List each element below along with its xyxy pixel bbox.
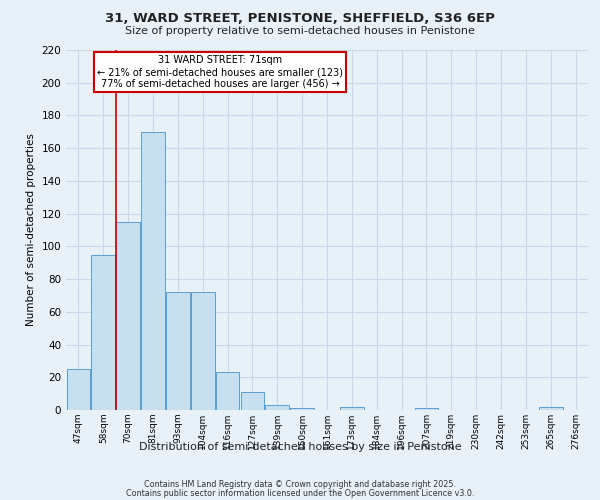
Bar [166,292,190,410]
Bar [116,222,140,410]
Bar [290,408,314,410]
Text: 31, WARD STREET, PENISTONE, SHEFFIELD, S36 6EP: 31, WARD STREET, PENISTONE, SHEFFIELD, S… [105,12,495,26]
Text: Size of property relative to semi-detached houses in Penistone: Size of property relative to semi-detach… [125,26,475,36]
Bar [141,132,165,410]
Bar [191,292,215,410]
Text: 31 WARD STREET: 71sqm
← 21% of semi-detached houses are smaller (123)
77% of sem: 31 WARD STREET: 71sqm ← 21% of semi-deta… [97,56,343,88]
Bar [539,406,563,410]
Bar [340,406,364,410]
Bar [265,405,289,410]
Text: Contains public sector information licensed under the Open Government Licence v3: Contains public sector information licen… [126,489,474,498]
Bar [91,254,115,410]
Text: Distribution of semi-detached houses by size in Penistone: Distribution of semi-detached houses by … [139,442,461,452]
Bar [415,408,438,410]
Bar [241,392,264,410]
Bar [67,369,90,410]
Text: Contains HM Land Registry data © Crown copyright and database right 2025.: Contains HM Land Registry data © Crown c… [144,480,456,489]
Bar [216,372,239,410]
Y-axis label: Number of semi-detached properties: Number of semi-detached properties [26,134,36,326]
